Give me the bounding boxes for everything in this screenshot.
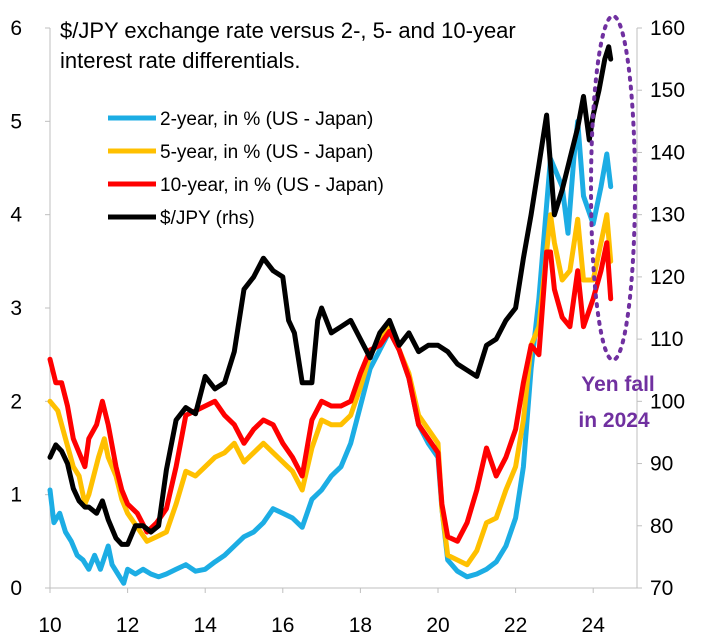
right-tick-label: 70 <box>650 577 673 600</box>
x-tick-label: 20 <box>426 614 449 637</box>
chart-title-line-1: $/JPY exchange rate versus 2-, 5- and 10… <box>60 18 516 43</box>
left-tick-label: 2 <box>10 390 22 413</box>
x-tick-label: 16 <box>271 614 294 637</box>
right-tick-label: 130 <box>650 204 685 227</box>
series-line-3 <box>47 240 614 544</box>
x-tick-label: 18 <box>349 614 372 637</box>
x-tick-label: 24 <box>582 614 606 637</box>
left-tick-label: 6 <box>10 17 22 40</box>
left-axis-tick-labels: 0 1 2 3 4 5 6 <box>10 17 22 600</box>
legend-label-2: 5-year, in % (US - Japan) <box>160 142 373 163</box>
tick-marks <box>45 27 642 593</box>
legend-label-1: 2-year, in % (US - Japan) <box>160 109 373 130</box>
right-tick-label: 150 <box>650 79 685 102</box>
chart-title-line-2: interest rate differentials. <box>60 48 301 73</box>
left-tick-label: 5 <box>10 110 22 133</box>
right-tick-label: 120 <box>650 266 685 289</box>
legend: 2-year, in % (US - Japan) 5-year, in % (U… <box>108 109 384 229</box>
left-tick-label: 1 <box>10 484 22 507</box>
right-tick-label: 140 <box>650 141 685 164</box>
yen-fall-highlight-ellipse <box>589 14 637 362</box>
series-line-1 <box>47 118 614 586</box>
x-tick-label: 12 <box>116 614 139 637</box>
right-tick-label: 110 <box>650 328 683 351</box>
right-axis-tick-labels: 70 80 90 100 110 120 130 140 150 160 <box>650 17 685 600</box>
right-tick-label: 100 <box>650 390 685 413</box>
left-tick-label: 0 <box>10 577 22 600</box>
annotation-line-1: Yen fall <box>581 373 655 396</box>
x-tick-label: 10 <box>38 614 61 637</box>
right-tick-label: 160 <box>650 17 685 40</box>
series-line-4 <box>47 44 614 547</box>
x-tick-label: 14 <box>194 614 218 637</box>
x-tick-label: 22 <box>504 614 527 637</box>
series-line-2 <box>47 212 614 568</box>
annotation-line-2: in 2024 <box>578 409 650 432</box>
left-tick-label: 3 <box>10 297 22 320</box>
legend-label-3: 10-year, in % (US - Japan) <box>160 175 384 196</box>
legend-label-4: $/JPY (rhs) <box>160 208 255 229</box>
right-tick-label: 90 <box>650 453 673 476</box>
series-lines <box>47 44 614 586</box>
left-tick-label: 4 <box>10 204 22 227</box>
x-axis-tick-labels: 10 12 14 16 18 20 22 24 <box>38 614 605 637</box>
right-tick-label: 80 <box>650 515 673 538</box>
